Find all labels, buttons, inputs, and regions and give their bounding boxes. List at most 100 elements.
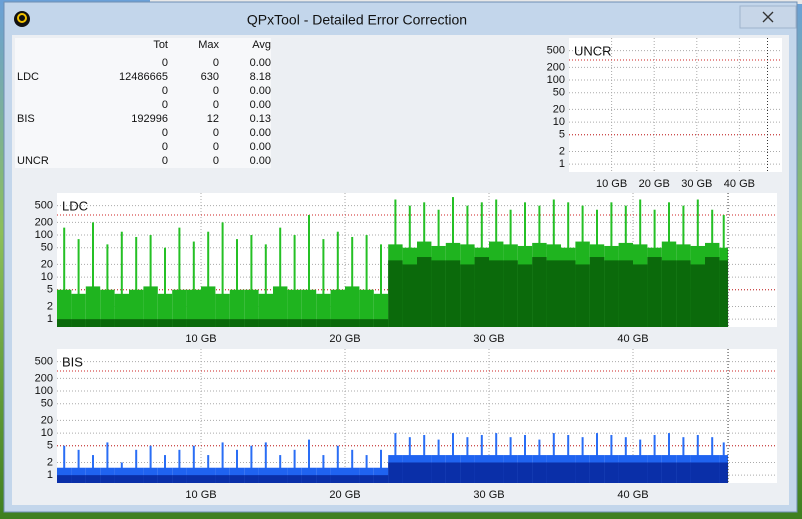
level-bar bbox=[589, 257, 605, 327]
level-bar bbox=[330, 319, 345, 327]
peak-bar bbox=[351, 449, 354, 483]
y-tick-label: 200 bbox=[35, 372, 53, 384]
table-cell: 0 bbox=[162, 155, 168, 167]
level-bar bbox=[215, 319, 230, 327]
table-cell: 0 bbox=[162, 85, 168, 97]
y-tick-label: 20 bbox=[41, 258, 53, 270]
table-cell: 0.00 bbox=[250, 99, 271, 111]
y-tick-label: 50 bbox=[41, 398, 53, 410]
level-bar bbox=[186, 475, 201, 483]
level-bar bbox=[301, 289, 317, 327]
level-bar bbox=[258, 319, 273, 327]
level-bar bbox=[172, 475, 187, 483]
x-tick-label: 40 GB bbox=[617, 333, 648, 345]
level-bar bbox=[402, 264, 417, 327]
level-bar bbox=[330, 475, 345, 483]
level-bar bbox=[431, 260, 446, 327]
level-bar bbox=[316, 475, 331, 483]
level-bar bbox=[690, 462, 705, 483]
level-bar bbox=[474, 462, 489, 483]
level-bar bbox=[273, 319, 288, 327]
level-bar bbox=[532, 257, 547, 327]
level-bar bbox=[503, 260, 518, 327]
level-bar bbox=[71, 293, 86, 327]
y-tick-label: 1 bbox=[47, 469, 53, 481]
peak-bar bbox=[236, 239, 238, 327]
row-label: UNCR bbox=[17, 155, 49, 167]
peak-bar bbox=[207, 231, 210, 327]
level-bar bbox=[719, 462, 729, 483]
peak-bar bbox=[77, 449, 80, 483]
level-bar bbox=[201, 286, 216, 327]
x-tick-label: 40 GB bbox=[617, 489, 648, 501]
peak-bar bbox=[178, 449, 181, 483]
level-bar bbox=[561, 260, 576, 327]
level-bar bbox=[604, 260, 619, 327]
y-tick-label: 100 bbox=[547, 74, 565, 86]
level-bar bbox=[258, 293, 273, 327]
level-bar bbox=[359, 289, 374, 327]
level-bar bbox=[373, 293, 389, 327]
level-bar bbox=[143, 319, 158, 327]
peak-bar bbox=[351, 236, 354, 327]
peak-bar bbox=[192, 241, 195, 327]
level-bar bbox=[287, 475, 302, 483]
level-bar bbox=[186, 319, 201, 327]
y-tick-label: 5 bbox=[559, 129, 565, 141]
peak-bar bbox=[293, 449, 296, 483]
peak-bar bbox=[250, 235, 253, 327]
y-tick-label: 10 bbox=[553, 116, 565, 128]
level-bar bbox=[373, 475, 389, 483]
level-bar bbox=[517, 462, 533, 483]
peak-bar bbox=[336, 231, 339, 327]
stats-table bbox=[15, 38, 271, 168]
level-bar bbox=[273, 286, 288, 327]
peak-bar bbox=[135, 449, 138, 483]
x-tick-label: 20 GB bbox=[329, 489, 360, 501]
x-tick-label: 30 GB bbox=[473, 489, 504, 501]
close-button[interactable] bbox=[739, 5, 797, 29]
level-bar bbox=[345, 286, 360, 327]
table-cell: 12486665 bbox=[119, 71, 168, 83]
peak-bar bbox=[279, 227, 282, 327]
table-cell: 192996 bbox=[131, 113, 168, 125]
level-bar bbox=[532, 462, 547, 483]
peak-bar bbox=[106, 244, 109, 327]
level-bar bbox=[561, 462, 576, 483]
table-cell: 0.00 bbox=[250, 57, 271, 69]
table-cell: 0 bbox=[162, 141, 168, 153]
level-bar bbox=[633, 462, 648, 483]
level-bar bbox=[402, 462, 417, 483]
peak-bar bbox=[77, 239, 80, 327]
peak-bar bbox=[135, 236, 138, 327]
level-bar bbox=[244, 289, 259, 327]
table-cell: 0 bbox=[213, 85, 219, 97]
level-bar bbox=[201, 319, 216, 327]
x-tick-label: 30 GB bbox=[681, 178, 712, 190]
level-bar bbox=[287, 319, 302, 327]
level-bar bbox=[359, 319, 374, 327]
chart-title: BIS bbox=[62, 354, 83, 369]
table-cell: 630 bbox=[201, 71, 219, 83]
y-tick-label: 100 bbox=[35, 229, 53, 241]
level-bar bbox=[388, 260, 403, 327]
chart-title: LDC bbox=[62, 198, 88, 213]
level-bar bbox=[345, 475, 360, 483]
table-cell: 0 bbox=[162, 57, 168, 69]
peak-bar bbox=[250, 445, 253, 483]
x-tick-label: 10 GB bbox=[185, 489, 216, 501]
y-tick-label: 2 bbox=[47, 456, 53, 468]
peak-bar bbox=[336, 445, 339, 483]
level-bar bbox=[215, 293, 230, 327]
table-cell: 0 bbox=[213, 99, 219, 111]
level-bar bbox=[287, 289, 302, 327]
peak-bar bbox=[380, 244, 382, 327]
level-bar bbox=[618, 260, 633, 327]
level-bar bbox=[201, 475, 216, 483]
level-bar bbox=[489, 462, 504, 483]
level-bar bbox=[186, 289, 201, 327]
level-bar bbox=[474, 257, 489, 327]
table-cell: 8.18 bbox=[250, 71, 271, 83]
x-tick-label: 20 GB bbox=[639, 178, 670, 190]
level-bar bbox=[316, 293, 331, 327]
